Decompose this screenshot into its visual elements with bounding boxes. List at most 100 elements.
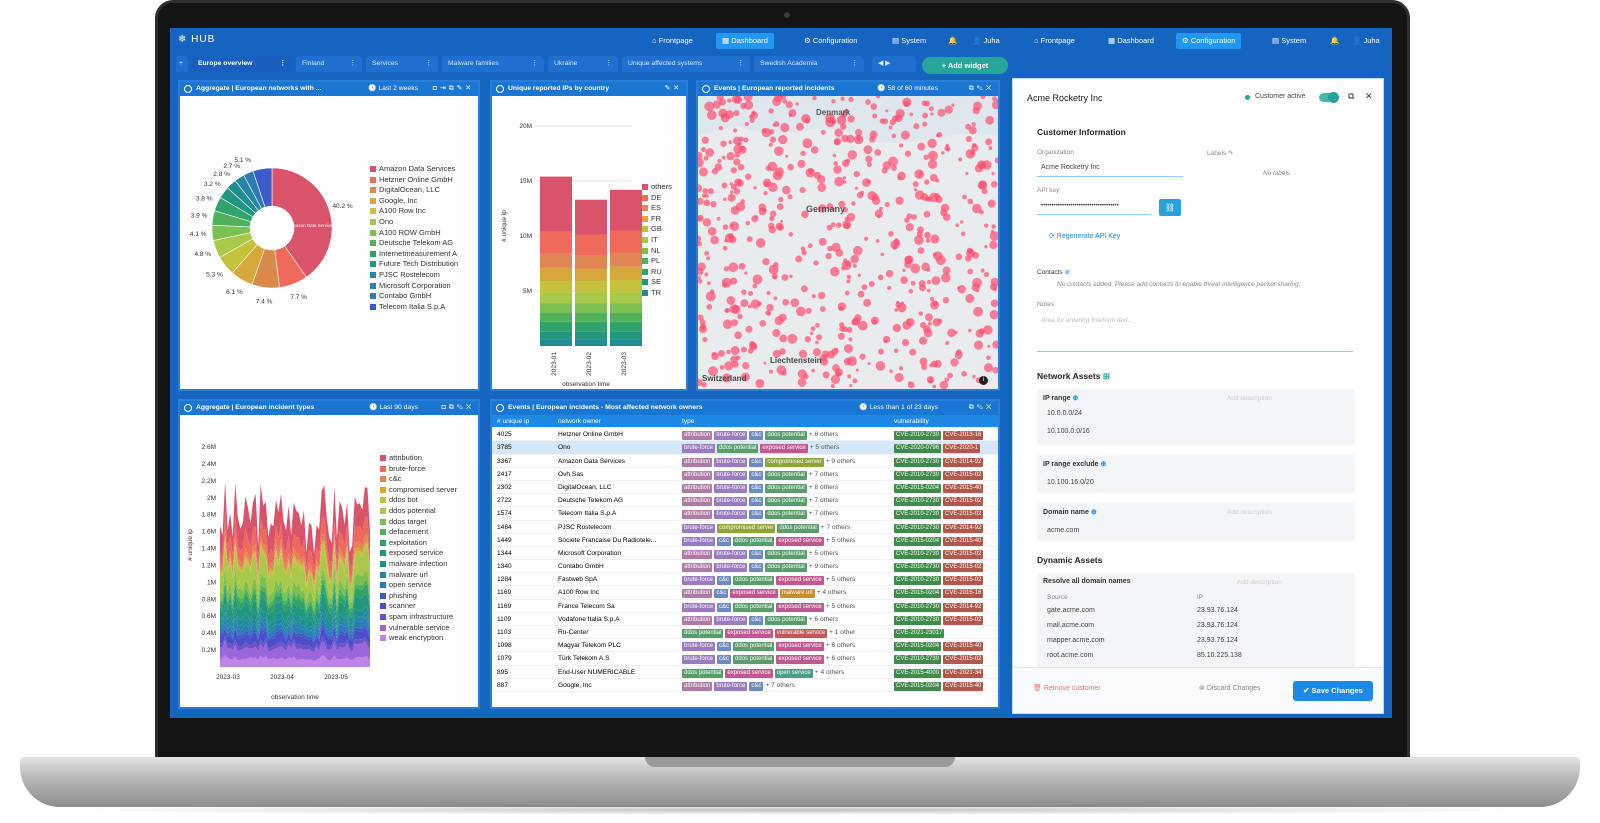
legend-item[interactable]: IT [642,235,672,246]
legend-item[interactable]: attribution [380,453,457,464]
add-asset-icon[interactable]: ⊞ [1102,371,1110,381]
remove-customer-button[interactable]: 🗑 Remove customer [1033,684,1101,692]
table-row[interactable]: 3785 Ono brute-force ddos potential exposed … [492,441,998,455]
dyn-source[interactable]: mail.acme.com [1047,622,1095,629]
nav-user-2[interactable]: 👤 Juha [1346,33,1386,49]
tab-scroll-arrows[interactable]: ◀ ▶ [872,56,916,72]
nav-configuration[interactable]: ⚙ Configuration [798,33,863,49]
nav-user[interactable]: 👤 Juha [966,33,1006,49]
legend-item[interactable]: exposed service [380,548,457,559]
col-header-type[interactable]: type [682,418,695,425]
legend-item[interactable]: Deutsche Telekom AG [370,238,458,249]
col-header-ip[interactable]: # unique ip [497,418,530,425]
legend-item[interactable]: exploitation [380,538,457,549]
add-widget-button[interactable]: + Add widget [922,57,1008,74]
legend-item[interactable]: vulnerable service [380,623,457,634]
legend-item[interactable]: compromised server [380,485,457,496]
legend-item[interactable]: A100 Row Inc [370,206,458,217]
legend-item[interactable]: ddos target [380,517,457,528]
nav-notifications-2[interactable]: 🔔 [1324,33,1345,49]
legend-item[interactable]: A100 ROW GmbH [370,228,458,239]
add-ip-icon[interactable]: ⊕ [1100,461,1107,468]
table-row[interactable]: 1109 Vodafone Italia S.p.A attribution brut… [492,613,998,626]
legend-item[interactable]: Microsoft Corporation [370,281,458,292]
legend-item[interactable]: Telecom Italia S.p.A [370,302,458,313]
legend-item[interactable]: ddos potential [380,506,457,517]
tab-malware-families[interactable]: Malware families ⋮ [442,56,544,72]
domain-value[interactable]: acme.com [1047,527,1080,534]
ip-range-value[interactable]: 10.100.0.0/16 [1047,428,1090,435]
copy-icon[interactable]: ⧉ [1348,91,1355,101]
legend-item[interactable]: weak encryption [380,633,457,644]
legend-item[interactable]: FR [642,214,672,225]
table-row[interactable]: 895 End-User NUMERICABLE ddos potential exp… [492,666,998,679]
table-row[interactable]: 3367 Amazon Data Services attribution brute… [492,455,998,468]
legend-item[interactable]: GB [642,224,672,235]
table-row[interactable]: 1079 Türk Telekom A.S brute-force c&c ddos p… [492,652,998,666]
table-row[interactable]: 1169 France Telecom Sa brute-force c&c ddos … [492,600,998,613]
legend-item[interactable]: Internetmeasurement A [370,249,458,260]
col-header-vulnerability[interactable]: vulnerability [894,418,929,425]
tab-swedish-academia[interactable]: Swedish Academia ⋮ [754,56,864,72]
legend-item[interactable]: RU [642,267,672,278]
table-row[interactable]: 2722 Deutsche Telekom AG attribution brute-… [492,494,998,508]
ip-exclude-value[interactable]: 10.100.16.0/20 [1047,479,1094,486]
nav-system-2[interactable]: ▤ System [1266,33,1312,49]
discard-changes-button[interactable]: ⊗ Discard Changes [1199,684,1261,692]
table-row[interactable]: 1169 A100 Row Inc attribution c&c exposed se… [492,586,998,600]
legend-item[interactable]: scanner [380,601,457,612]
nav-frontpage[interactable]: ⌂ Frontpage [646,33,699,49]
table-row[interactable]: 1340 Contabo GmbH attribution brute-force c&… [492,560,998,574]
add-contact-icon[interactable]: ⊕ [1064,269,1070,276]
incident-map[interactable]: Denmark Germany Liechtenstein Switzerlan… [698,96,998,389]
legend-item[interactable]: DigitalOcean, LLC [370,185,458,196]
save-changes-button[interactable]: ✔ Save Changes [1293,681,1373,701]
widget-actions[interactable]: ✎✕ [665,82,682,96]
legend-item[interactable]: Amazon Data Services [370,164,458,175]
nav-dashboard-2[interactable]: ▦ Dashboard [1102,33,1160,49]
tab-ukraine[interactable]: Ukraine ⋮ [548,56,618,72]
legend-item[interactable]: Future Tech Distribution [370,259,458,270]
dyn-source[interactable]: mapper.acme.com [1047,637,1105,644]
nav-configuration-2[interactable]: ⚙ Configuration [1176,33,1242,49]
nav-dashboard[interactable]: ▦ Dashboard [716,33,774,49]
table-row[interactable]: 2302 DigitalOcean, LLC attribution brute-fo… [492,481,998,495]
table-row[interactable]: 1103 Ru-Center ddos potential exposed servi… [492,626,998,640]
add-description[interactable]: Add description [1227,395,1272,402]
nav-frontpage-2[interactable]: ⌂ Frontpage [1028,33,1081,49]
legend-item[interactable]: Hetzner Online GmbH [370,175,458,186]
legend-item[interactable]: phishing [380,591,457,602]
add-description[interactable]: Add description [1237,579,1282,586]
table-row[interactable]: 4025 Hetzner Online GmbH attribution brute-… [492,428,998,442]
table-row[interactable]: 887 Google, Inc attribution brute-force c&c +… [492,679,998,692]
legend-item[interactable]: malware url [380,570,457,581]
nav-system[interactable]: ▤ System [886,33,932,49]
legend-item[interactable]: others [642,182,672,193]
table-row[interactable]: 1574 Telecom Italia S.p.A attribution brute… [492,507,998,521]
table-row[interactable]: 1344 Microsoft Corporation attribution brut… [492,547,998,561]
dyn-source[interactable]: root.acme.com [1047,652,1094,659]
legend-item[interactable]: brute-force [380,464,457,475]
table-row[interactable]: 1284 Fastweb SpA brute-force c&c ddos potent… [492,573,998,587]
legend-item[interactable]: ES [642,203,672,214]
organization-input[interactable]: Acme Rocketry Inc [1041,164,1100,171]
tab-europe-overview[interactable]: Europe overview ⋮ [192,56,292,72]
widget-actions[interactable]: ◘⇥⧉✎✕ [433,82,474,96]
add-domain-icon[interactable]: ⊕ [1090,509,1097,516]
add-description[interactable]: Add description [1227,509,1272,516]
legend-item[interactable]: Google, Inc [370,196,458,207]
legend-item[interactable]: NL [642,246,672,257]
legend-item[interactable]: defacement [380,527,457,538]
legend-item[interactable]: SE [642,277,672,288]
legend-item[interactable]: Ono [370,217,458,228]
tab-services[interactable]: Services ⋮ [366,56,438,72]
table-row[interactable]: 1484 PJSC Rostelecom brute-force compromise… [492,521,998,534]
col-header-owner[interactable]: network owner [558,418,601,425]
ip-range-value[interactable]: 10.0.0.0/24 [1047,410,1083,417]
legend-item[interactable]: open service [380,580,457,591]
customer-active-toggle[interactable] [1319,92,1339,103]
legend-item[interactable]: spam infrastructure [380,612,457,623]
regenerate-api-key-button[interactable]: ⟳ Regenerate API Key [1049,232,1120,240]
close-icon[interactable]: ✕ [1365,91,1373,101]
api-key-input[interactable]: ••••••••••••••••••••••••••••••••••••• [1041,203,1119,209]
